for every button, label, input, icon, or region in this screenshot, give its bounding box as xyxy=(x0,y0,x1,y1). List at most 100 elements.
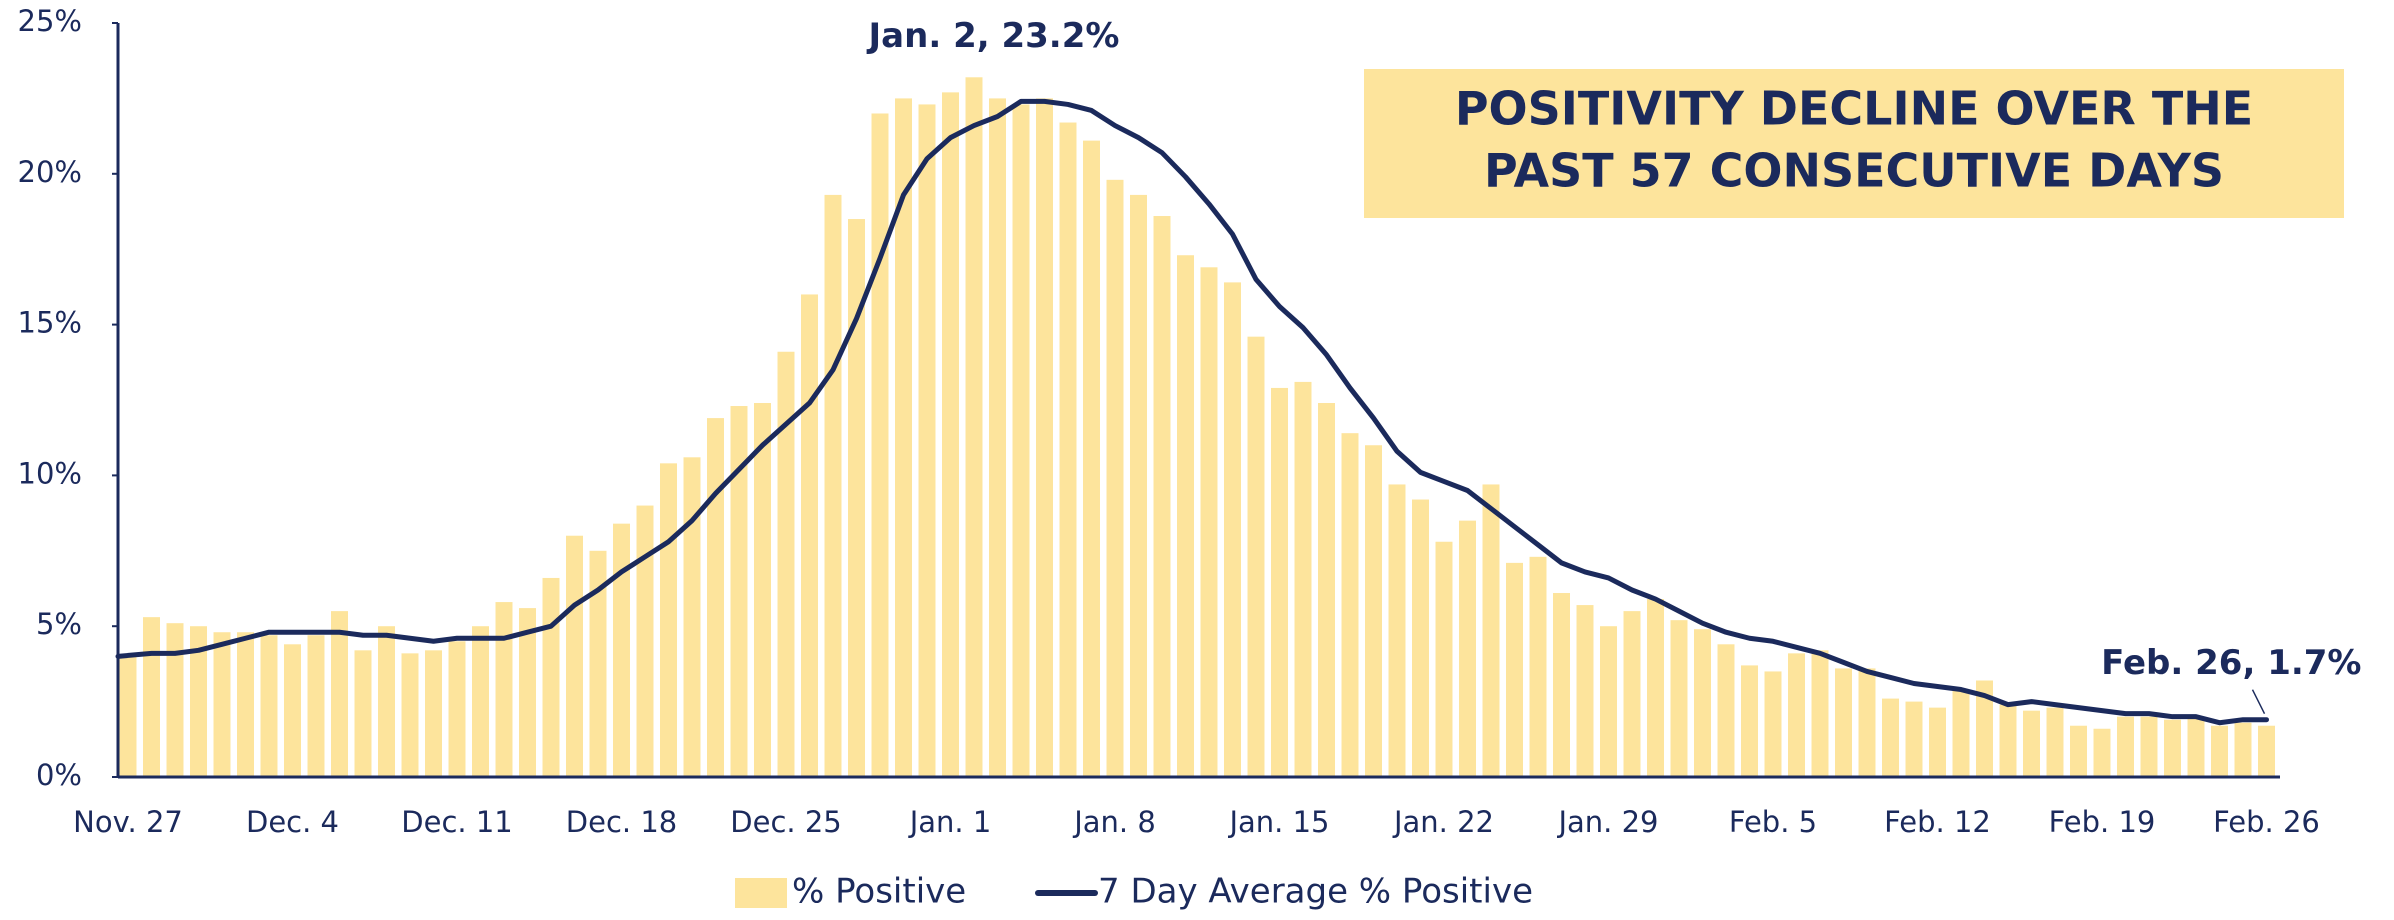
y-tick-label: 25% xyxy=(18,4,82,38)
legend-label: 7 Day Average % Positive xyxy=(1098,872,1533,912)
bar xyxy=(1882,698,1899,777)
title-box xyxy=(1364,69,2344,218)
x-tick-label: Jan. 1 xyxy=(908,805,992,839)
bar xyxy=(2070,725,2087,777)
bar xyxy=(354,650,372,777)
bar xyxy=(307,635,325,777)
bar xyxy=(2258,725,2275,777)
bar xyxy=(1412,499,1429,777)
bar xyxy=(1012,104,1030,777)
bar xyxy=(683,457,701,777)
bar xyxy=(1130,194,1147,778)
x-tick-label: Feb. 19 xyxy=(2049,805,2156,839)
bar xyxy=(660,463,677,777)
bar xyxy=(1788,653,1805,777)
bar xyxy=(237,632,254,777)
bar xyxy=(2211,725,2228,777)
bar xyxy=(2093,728,2111,777)
bar xyxy=(1341,433,1359,777)
bar xyxy=(1952,689,1970,777)
bar xyxy=(566,535,583,777)
bar xyxy=(1670,620,1688,777)
annotation: Jan. 2, 23.2% xyxy=(867,16,1120,56)
bar xyxy=(213,632,231,777)
bar xyxy=(1177,255,1194,777)
bar xyxy=(166,623,184,777)
x-tick-label: Nov. 27 xyxy=(73,805,183,839)
bar xyxy=(848,219,865,778)
bar xyxy=(1976,680,1993,777)
y-tick-label: 5% xyxy=(36,607,82,641)
bar xyxy=(1247,336,1265,777)
bar xyxy=(1717,644,1735,777)
annotation: Feb. 26, 1.7% xyxy=(2101,643,2361,683)
bar xyxy=(824,194,842,778)
x-tick-label: Jan. 22 xyxy=(1392,805,1494,839)
bar xyxy=(1153,216,1171,778)
bar xyxy=(519,608,536,777)
bar xyxy=(1835,668,1852,777)
bar xyxy=(284,644,301,777)
bar xyxy=(2117,716,2134,777)
bar xyxy=(2046,707,2064,777)
bar xyxy=(1200,267,1218,777)
x-tick-label: Feb. 12 xyxy=(1884,805,1991,839)
x-tick-label: Feb. 26 xyxy=(2213,805,2320,839)
bar xyxy=(1576,605,1594,777)
bar xyxy=(2234,722,2252,777)
bar xyxy=(1036,98,1053,777)
bar xyxy=(965,77,983,777)
bar xyxy=(2023,710,2040,777)
bar xyxy=(730,406,748,777)
bar xyxy=(1811,650,1829,777)
bar xyxy=(425,650,442,777)
bar xyxy=(895,98,912,777)
bar xyxy=(754,403,771,777)
bar xyxy=(1294,381,1312,777)
x-tick-label: Dec. 11 xyxy=(401,805,512,839)
annotation-pointer xyxy=(2251,689,2266,715)
x-tick-label: Jan. 8 xyxy=(1072,805,1156,839)
bar xyxy=(1858,668,1876,777)
bar xyxy=(801,294,818,777)
bar xyxy=(613,523,630,777)
bar xyxy=(1623,611,1641,777)
bar xyxy=(542,577,560,777)
bar xyxy=(1224,282,1241,777)
bar xyxy=(589,550,607,777)
bar xyxy=(1553,593,1570,777)
bar xyxy=(1741,665,1758,777)
bar xyxy=(989,98,1006,777)
bar xyxy=(260,635,278,777)
bar xyxy=(1482,484,1500,777)
bar xyxy=(1106,179,1124,777)
line xyxy=(115,98,2269,726)
bar xyxy=(1059,122,1077,777)
bar xyxy=(119,656,137,777)
bar xyxy=(1365,445,1382,777)
bar xyxy=(190,626,207,777)
x-tick-label: Jan. 29 xyxy=(1556,805,1658,839)
bar xyxy=(495,602,513,777)
x-tick-label: Jan. 15 xyxy=(1227,805,1329,839)
bar xyxy=(1388,484,1406,777)
bar xyxy=(1506,562,1523,777)
bar xyxy=(1647,599,1664,777)
bar xyxy=(331,611,348,777)
bar xyxy=(1083,140,1100,777)
bar xyxy=(1694,629,1711,777)
bar xyxy=(1435,541,1453,777)
chart-title: PAST 57 CONSECUTIVE DAYS xyxy=(1484,144,2224,198)
bar xyxy=(2187,716,2205,777)
bar xyxy=(1271,387,1288,777)
bar xyxy=(871,113,889,778)
bar xyxy=(1459,520,1476,777)
bar xyxy=(2140,716,2158,777)
y-tick-label: 10% xyxy=(18,456,82,490)
x-tick-label: Dec. 18 xyxy=(566,805,677,839)
x-tick-label: Dec. 4 xyxy=(246,805,339,839)
x-tick-label: Feb. 5 xyxy=(1729,805,1817,839)
y-tick-label: 0% xyxy=(36,758,82,792)
bar xyxy=(707,418,724,777)
